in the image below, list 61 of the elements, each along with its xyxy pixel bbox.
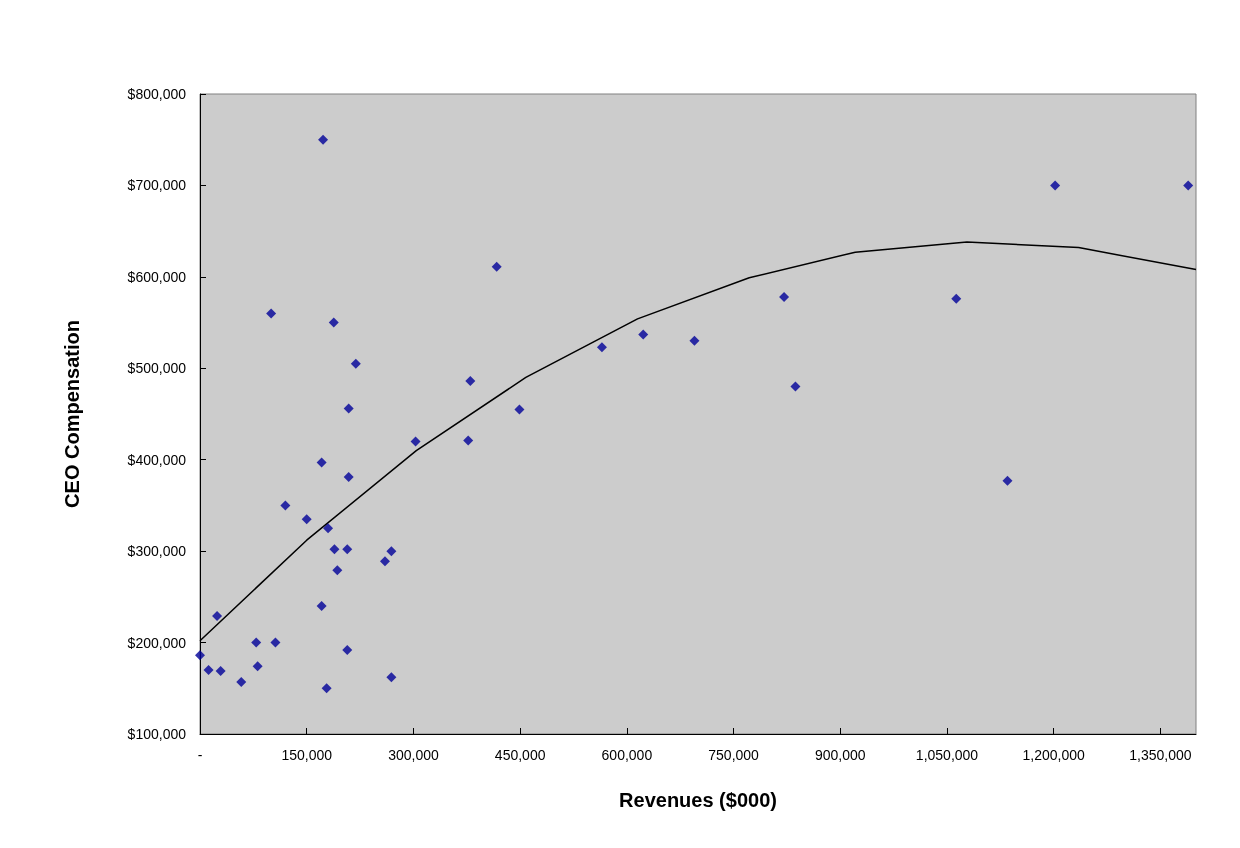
y-tick-label: $800,000 [127, 86, 187, 102]
point [332, 565, 343, 576]
point [514, 404, 525, 415]
point [280, 500, 291, 511]
point [1183, 180, 1194, 191]
point [301, 514, 312, 525]
point [386, 546, 397, 557]
x-tick-label: 600,000 [601, 747, 653, 763]
x-tick-label: 900,000 [814, 747, 866, 763]
point [491, 261, 502, 272]
x-tick-label: 1,350,000 [1129, 747, 1192, 763]
point [343, 472, 354, 483]
x-tick-label: 300,000 [388, 747, 439, 763]
x-tick-label: - [197, 747, 203, 763]
y-axis-title: CEO Compensation [61, 320, 83, 508]
point [203, 665, 214, 675]
y-tick-label: $200,000 [127, 634, 187, 651]
point [790, 381, 801, 392]
point [596, 342, 607, 353]
point [779, 291, 790, 302]
x-tick-label: 150,000 [281, 747, 333, 763]
y-tick-label: $100,000 [127, 726, 187, 742]
point [266, 308, 277, 319]
point [410, 436, 421, 447]
point [212, 611, 223, 622]
x-tick-label: 750,000 [708, 747, 760, 763]
point [323, 523, 334, 534]
point [342, 544, 353, 555]
y-tick-label: $700,000 [127, 177, 187, 194]
point [316, 457, 327, 468]
point [195, 650, 205, 661]
point [951, 293, 962, 304]
point [689, 335, 700, 346]
point [1002, 475, 1013, 486]
point [343, 403, 354, 414]
point [321, 683, 332, 694]
point [215, 665, 226, 676]
y-tick-label: $500,000 [127, 360, 187, 377]
point [463, 435, 474, 446]
point [252, 661, 263, 672]
point [342, 644, 353, 655]
y-tick-label: $400,000 [127, 451, 187, 468]
point [251, 637, 262, 648]
x-tick-label: 1,050,000 [915, 747, 979, 763]
point [638, 329, 649, 340]
x-tick-label: 1,200,000 [1022, 747, 1086, 763]
point [318, 134, 329, 145]
y-tick-label: $600,000 [127, 268, 187, 285]
point [270, 637, 281, 648]
point [465, 376, 476, 387]
point [386, 672, 397, 683]
point [328, 317, 339, 328]
point [350, 358, 361, 369]
y-tick-label: $300,000 [127, 543, 187, 560]
x-tick-label: 450,000 [494, 747, 546, 763]
point [1050, 180, 1061, 191]
point [236, 676, 247, 687]
x-axis-title: Revenues ($000) [619, 789, 777, 811]
point [316, 601, 327, 611]
point [379, 556, 390, 567]
point [329, 544, 340, 555]
